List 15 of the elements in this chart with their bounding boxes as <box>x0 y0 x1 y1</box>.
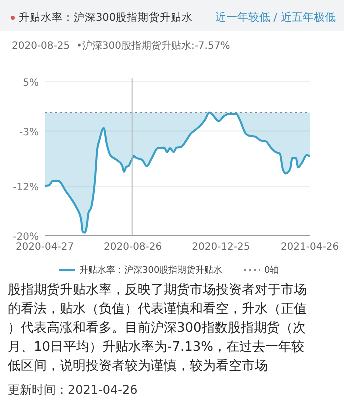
text: 2020-08-25 •沪深300股指期货升贴水:-7.57% <box>12 40 230 52</box>
text: 股指期货升贴水率，反映了期货市场投资者对于市场的看法，贴水（负值）代表谨慎和看空，升水（正值）代表高涨和看多。目前沪深300指数股指期货（次月、10日平均）升贴水率为-7.13%，在过去一年较低区间，说明投资者较为谨慎，较为看空市场 <box>8 282 307 374</box>
chart-title: 升贴水率：沪深300股指期货升贴水 <box>19 11 194 24</box>
legend-label: 升贴水率：沪深300股指期货升贴水 <box>80 265 223 276</box>
legend-label: 0轴 <box>264 265 280 276</box>
y-tick-label: -20% <box>13 232 39 243</box>
chart-subtitle: 近一年较低 / 近五年极低 <box>215 11 336 24</box>
y-tick-label: 5% <box>23 78 39 89</box>
y-tick-label: -3% <box>20 127 39 138</box>
x-tick-label: 2020-08-26 <box>104 242 162 253</box>
y-tick-label: -12% <box>13 182 39 194</box>
x-tick-label: 2020-04-27 <box>16 242 74 253</box>
text: 更新时间：2021-04-26 <box>8 383 138 397</box>
x-tick-label: 2021-04-26 <box>280 242 340 253</box>
x-tick-label: 2020-12-25 <box>192 242 250 253</box>
